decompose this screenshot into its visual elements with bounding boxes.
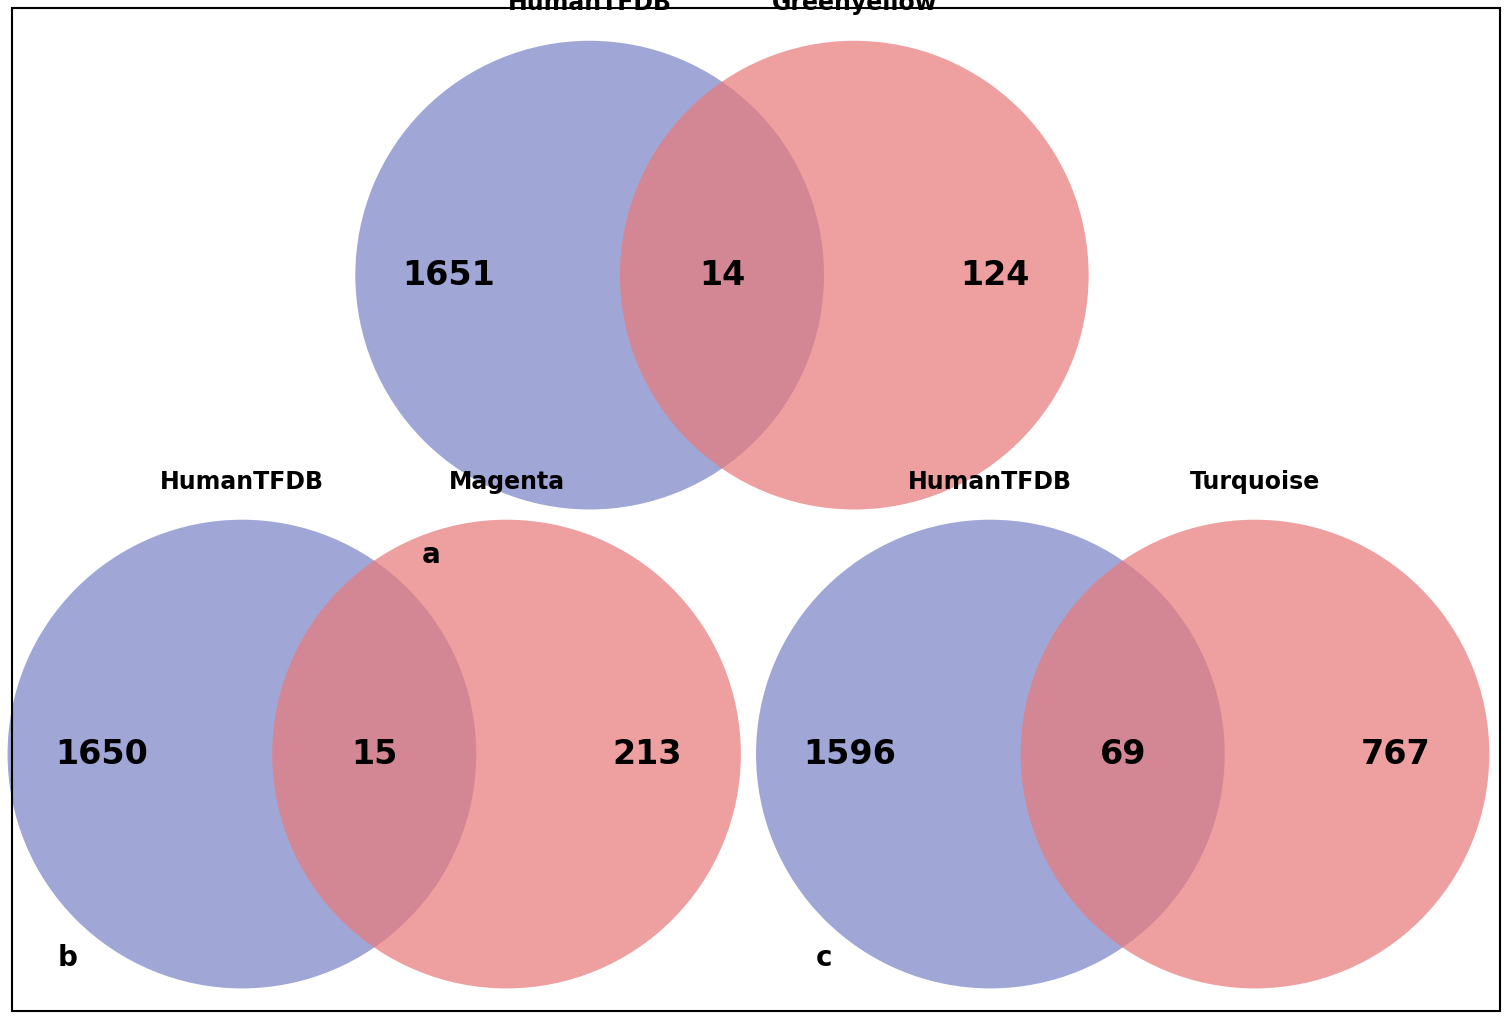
Ellipse shape: [355, 41, 824, 510]
Text: HumanTFDB: HumanTFDB: [160, 470, 324, 494]
Text: 69: 69: [1099, 738, 1146, 770]
Text: Greenyellow: Greenyellow: [771, 0, 937, 15]
Text: 1650: 1650: [54, 738, 148, 770]
Text: Turquoise: Turquoise: [1190, 470, 1320, 494]
Text: 1651: 1651: [402, 259, 496, 291]
Text: Magenta: Magenta: [449, 470, 564, 494]
Text: c: c: [816, 944, 832, 972]
Text: b: b: [57, 944, 79, 972]
Ellipse shape: [620, 41, 1089, 510]
Text: 1596: 1596: [803, 738, 897, 770]
Ellipse shape: [756, 520, 1225, 988]
Ellipse shape: [1021, 520, 1489, 988]
Text: 14: 14: [699, 259, 745, 291]
Text: HumanTFDB: HumanTFDB: [909, 470, 1072, 494]
Text: a: a: [422, 541, 440, 570]
Text: 15: 15: [351, 738, 398, 770]
Text: 213: 213: [612, 738, 682, 770]
Ellipse shape: [272, 520, 741, 988]
Ellipse shape: [8, 520, 476, 988]
Text: HumanTFDB: HumanTFDB: [508, 0, 671, 15]
Text: 124: 124: [960, 259, 1030, 291]
Text: 767: 767: [1361, 738, 1430, 770]
